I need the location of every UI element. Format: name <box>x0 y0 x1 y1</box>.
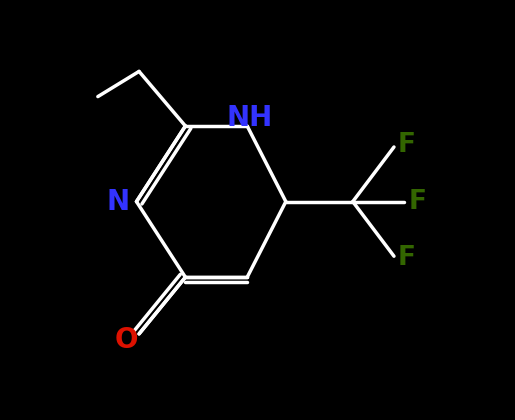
Text: NH: NH <box>227 104 273 131</box>
Text: F: F <box>398 132 416 158</box>
Text: O: O <box>114 326 138 354</box>
Text: F: F <box>408 189 426 215</box>
Text: F: F <box>398 245 416 271</box>
Text: N: N <box>107 188 130 215</box>
